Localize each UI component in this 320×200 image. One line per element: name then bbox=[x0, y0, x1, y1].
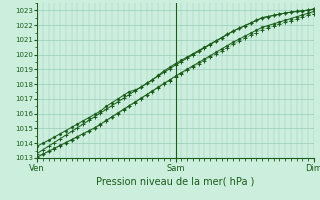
X-axis label: Pression niveau de la mer( hPa ): Pression niveau de la mer( hPa ) bbox=[96, 177, 255, 187]
